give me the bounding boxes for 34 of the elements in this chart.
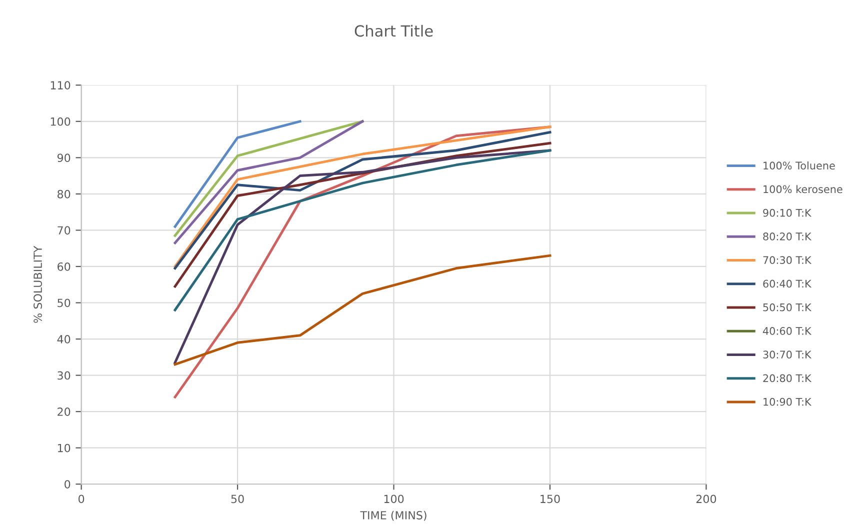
y-tick-label: 10 <box>58 444 70 452</box>
legend-label: 40:60 T:K <box>762 327 812 335</box>
y-tick-label: 90 <box>57 154 70 162</box>
y-tick-label: 50 <box>58 298 70 308</box>
line-series <box>174 149 552 364</box>
x-tick-label: 100 <box>384 494 404 504</box>
x-tick-label: 0 <box>78 494 84 504</box>
y-axis-title: % SOLUBILITY <box>34 246 42 323</box>
chart-title: Chart Title <box>354 24 433 37</box>
y-tick-label: 60 <box>58 262 70 271</box>
y-tick-label: 110 <box>50 81 70 90</box>
legend-label: 70:30 T:K <box>763 256 812 264</box>
legend-label: 90:10 T:K <box>763 208 812 217</box>
y-tick-label: 20 <box>58 408 70 416</box>
x-tick-label: 150 <box>540 494 560 504</box>
legend-label: 60:40 T:K <box>763 280 812 288</box>
y-tick-label: 40 <box>57 335 70 344</box>
legend-label: 20:80 T:K <box>763 374 812 382</box>
legend-label: 80:20 T:K <box>763 232 812 240</box>
legend-label: 30:70 T:K <box>763 350 812 359</box>
legend-label: 10:90 T:K <box>764 398 812 406</box>
y-tick-label: 70 <box>58 226 70 235</box>
y-tick-label: 0 <box>64 480 70 488</box>
line-series <box>174 254 552 366</box>
y-tick-label: 80 <box>58 190 70 198</box>
y-tick-label: 100 <box>50 117 70 126</box>
legend-label: 100% Toluene <box>764 161 835 170</box>
legend-label: 50:50 T:K <box>763 303 812 312</box>
x-tick-label: 200 <box>696 494 716 504</box>
line-series <box>174 149 552 312</box>
x-tick-label: 50 <box>231 494 244 504</box>
legend-label: 100% kerosene <box>764 185 842 194</box>
y-tick-label: 30 <box>58 371 70 380</box>
x-axis-title: TIME (MINS) <box>360 510 426 521</box>
